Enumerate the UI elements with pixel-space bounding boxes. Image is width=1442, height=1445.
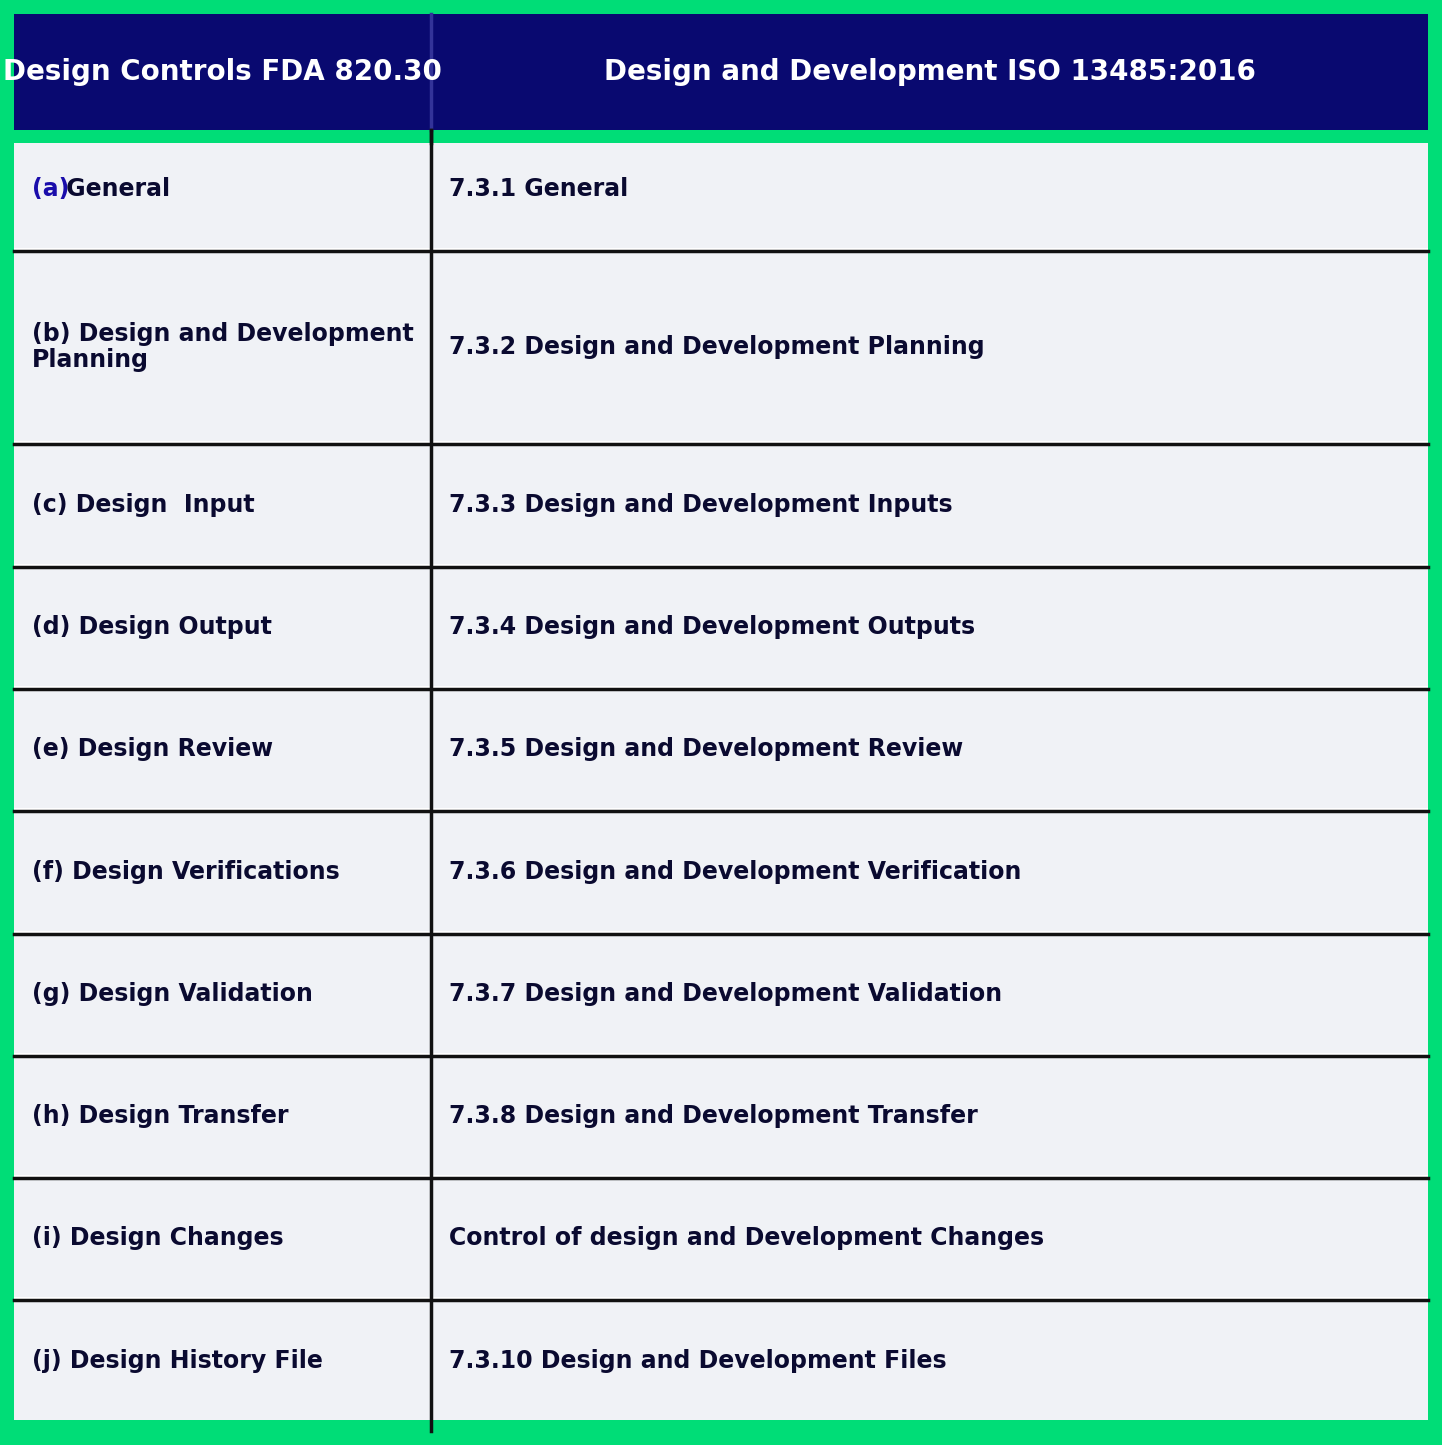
Bar (431, 812, 1428, 931)
Bar (14, 691, 431, 808)
Bar (14, 441, 1428, 445)
Bar (14, 130, 431, 249)
Bar (431, 935, 1428, 1053)
Text: Control of design and Development Changes: Control of design and Development Change… (448, 1227, 1044, 1250)
Bar (14, 1058, 431, 1175)
Text: (h) Design Transfer: (h) Design Transfer (32, 1104, 288, 1129)
Bar (431, 1302, 1428, 1420)
Bar (14, 130, 1428, 143)
Bar (14, 253, 431, 441)
Bar (431, 253, 1428, 441)
Bar (431, 445, 1428, 564)
Bar (14, 1053, 1428, 1056)
Text: (a): (a) (32, 178, 69, 201)
Bar (14, 564, 1428, 566)
Bar (14, 812, 431, 931)
Bar (14, 445, 431, 564)
Bar (14, 1298, 1428, 1301)
Text: 7.3.4 Design and Development Outputs: 7.3.4 Design and Development Outputs (448, 616, 975, 639)
Bar (14, 14, 1428, 130)
Bar (431, 691, 1428, 808)
Text: 7.3.6 Design and Development Verification: 7.3.6 Design and Development Verificatio… (448, 860, 1021, 883)
Bar (14, 1179, 431, 1298)
Text: (d) Design Output: (d) Design Output (32, 616, 273, 639)
Text: (j) Design History File: (j) Design History File (32, 1348, 323, 1373)
Text: 7.3.1 General: 7.3.1 General (448, 178, 629, 201)
Text: (b) Design and Development: (b) Design and Development (32, 322, 414, 347)
Text: 7.3.10 Design and Development Files: 7.3.10 Design and Development Files (448, 1348, 947, 1373)
Text: (f) Design Verifications: (f) Design Verifications (32, 860, 340, 883)
Bar (14, 686, 1428, 689)
Bar (14, 808, 1428, 811)
Text: (e) Design Review: (e) Design Review (32, 737, 273, 762)
Bar (14, 568, 431, 686)
Text: 7.3.7 Design and Development Validation: 7.3.7 Design and Development Validation (448, 981, 1002, 1006)
Bar (431, 1179, 1428, 1298)
Bar (14, 249, 1428, 251)
Text: Planning: Planning (32, 348, 149, 371)
Bar (431, 130, 1428, 249)
Text: 7.3.2 Design and Development Planning: 7.3.2 Design and Development Planning (448, 335, 985, 358)
Text: (c) Design  Input: (c) Design Input (32, 493, 255, 517)
Text: Design and Development ISO 13485:2016: Design and Development ISO 13485:2016 (604, 58, 1256, 87)
Text: Design Controls FDA 820.30: Design Controls FDA 820.30 (3, 58, 443, 87)
Text: (g) Design Validation: (g) Design Validation (32, 981, 313, 1006)
Bar (14, 935, 431, 1053)
Text: General: General (58, 178, 170, 201)
Text: 7.3.8 Design and Development Transfer: 7.3.8 Design and Development Transfer (448, 1104, 978, 1129)
Bar (14, 1302, 431, 1420)
Text: (i) Design Changes: (i) Design Changes (32, 1227, 284, 1250)
Text: 7.3.3 Design and Development Inputs: 7.3.3 Design and Development Inputs (448, 493, 953, 517)
Bar (14, 931, 1428, 933)
Bar (14, 1175, 1428, 1178)
Text: 7.3.5 Design and Development Review: 7.3.5 Design and Development Review (448, 737, 963, 762)
Bar (431, 568, 1428, 686)
Bar (431, 1058, 1428, 1175)
